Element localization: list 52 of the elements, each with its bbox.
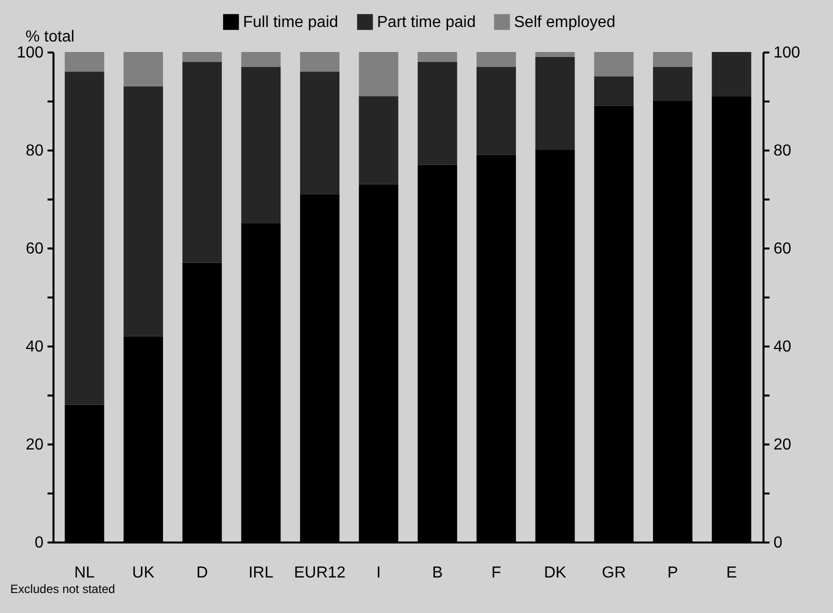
bar <box>358 96 398 184</box>
bar <box>300 52 340 72</box>
bar <box>712 52 752 96</box>
legend-label: Self employed <box>514 14 616 31</box>
bar <box>182 52 222 62</box>
text: Excludes not stated <box>10 582 116 596</box>
bar <box>358 52 398 96</box>
legend-label: Part time paid <box>377 14 476 31</box>
x-tick-label: EUR12 <box>294 564 346 582</box>
y-tick-label: 60 <box>26 240 44 258</box>
y2-tick-label: 100 <box>774 44 800 62</box>
y-tick-label: 40 <box>26 338 44 356</box>
bar <box>241 66 281 224</box>
bar <box>241 52 281 67</box>
bar <box>64 52 104 72</box>
x-tick-label: P <box>667 564 678 582</box>
bar <box>594 52 634 76</box>
bar <box>594 76 634 106</box>
y-tick-label: 100 <box>16 44 44 62</box>
x-tick-label: E <box>726 564 737 582</box>
y-axis-title: % total <box>26 28 74 46</box>
bar <box>124 86 163 336</box>
bar <box>476 66 516 155</box>
y-tick-label: 80 <box>26 142 44 160</box>
bar <box>476 52 516 67</box>
bar <box>124 52 163 86</box>
bar <box>182 62 222 263</box>
x-tick-label: D <box>196 564 208 582</box>
bar <box>653 52 692 67</box>
x-tick-label: UK <box>132 564 155 582</box>
y2-tick-label: 40 <box>774 338 792 356</box>
bar <box>418 52 458 62</box>
x-tick-label: IRL <box>248 564 274 582</box>
x-tick-label: I <box>376 564 381 582</box>
y-tick-label: 0 <box>34 534 44 552</box>
x-tick-label: NL <box>74 564 95 582</box>
x-tick-label: GR <box>602 564 626 582</box>
bar <box>535 56 575 150</box>
bar <box>64 72 104 405</box>
y2-tick-label: 80 <box>774 142 792 160</box>
bar <box>418 62 458 165</box>
y2-tick-label: 0 <box>774 534 782 552</box>
legend-label: Full time paid <box>243 14 338 31</box>
bar <box>653 66 692 101</box>
x-tick-label: DK <box>544 564 566 582</box>
x-tick-label: B <box>432 564 443 582</box>
x-tick-label: F <box>491 564 502 582</box>
bar <box>535 52 575 57</box>
y2-tick-label: 60 <box>774 240 792 258</box>
bar <box>300 72 340 194</box>
y2-tick-label: 20 <box>774 436 792 454</box>
y-tick-label: 20 <box>26 436 44 454</box>
